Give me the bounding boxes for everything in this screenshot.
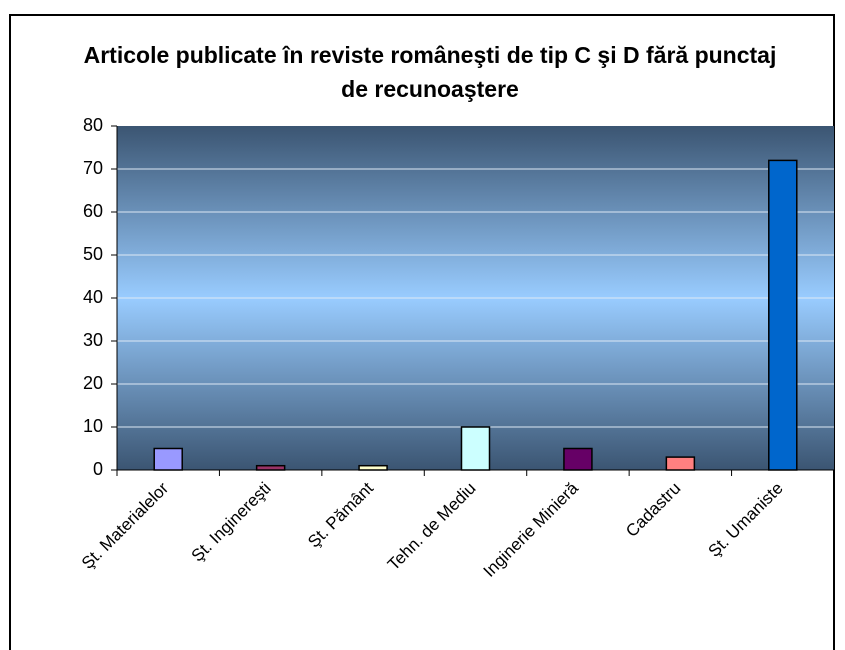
x-tick-label: Şt. Umaniste xyxy=(705,479,787,561)
y-tick-label: 30 xyxy=(83,330,103,350)
bar xyxy=(665,456,696,471)
bar xyxy=(563,447,593,471)
bar xyxy=(358,464,388,471)
x-tick-label: Şt. Inginereşti xyxy=(188,479,275,566)
x-tick-label: Tehn. de Mediu xyxy=(384,479,480,575)
y-tick-label: 80 xyxy=(83,115,103,135)
bar xyxy=(255,464,286,471)
bar xyxy=(153,447,183,471)
x-tick-label: Inginerie Minieră xyxy=(480,478,583,581)
bar xyxy=(460,426,491,471)
y-tick-label: 50 xyxy=(83,244,103,264)
y-tick-label: 70 xyxy=(83,158,103,178)
x-tick-label: Şt. Pământ xyxy=(304,478,377,551)
x-tick-label: Cadastru xyxy=(622,479,684,541)
y-tick-label: 0 xyxy=(93,459,103,479)
y-tick-label: 20 xyxy=(83,373,103,393)
chart-title: Articole publicate în reviste româneşti … xyxy=(83,42,777,102)
y-tick-label: 40 xyxy=(83,287,103,307)
y-tick-label: 60 xyxy=(83,201,103,221)
bar xyxy=(768,159,798,471)
x-tick-label: Şt. Materialelor xyxy=(78,478,173,573)
y-tick-label: 10 xyxy=(83,416,103,436)
